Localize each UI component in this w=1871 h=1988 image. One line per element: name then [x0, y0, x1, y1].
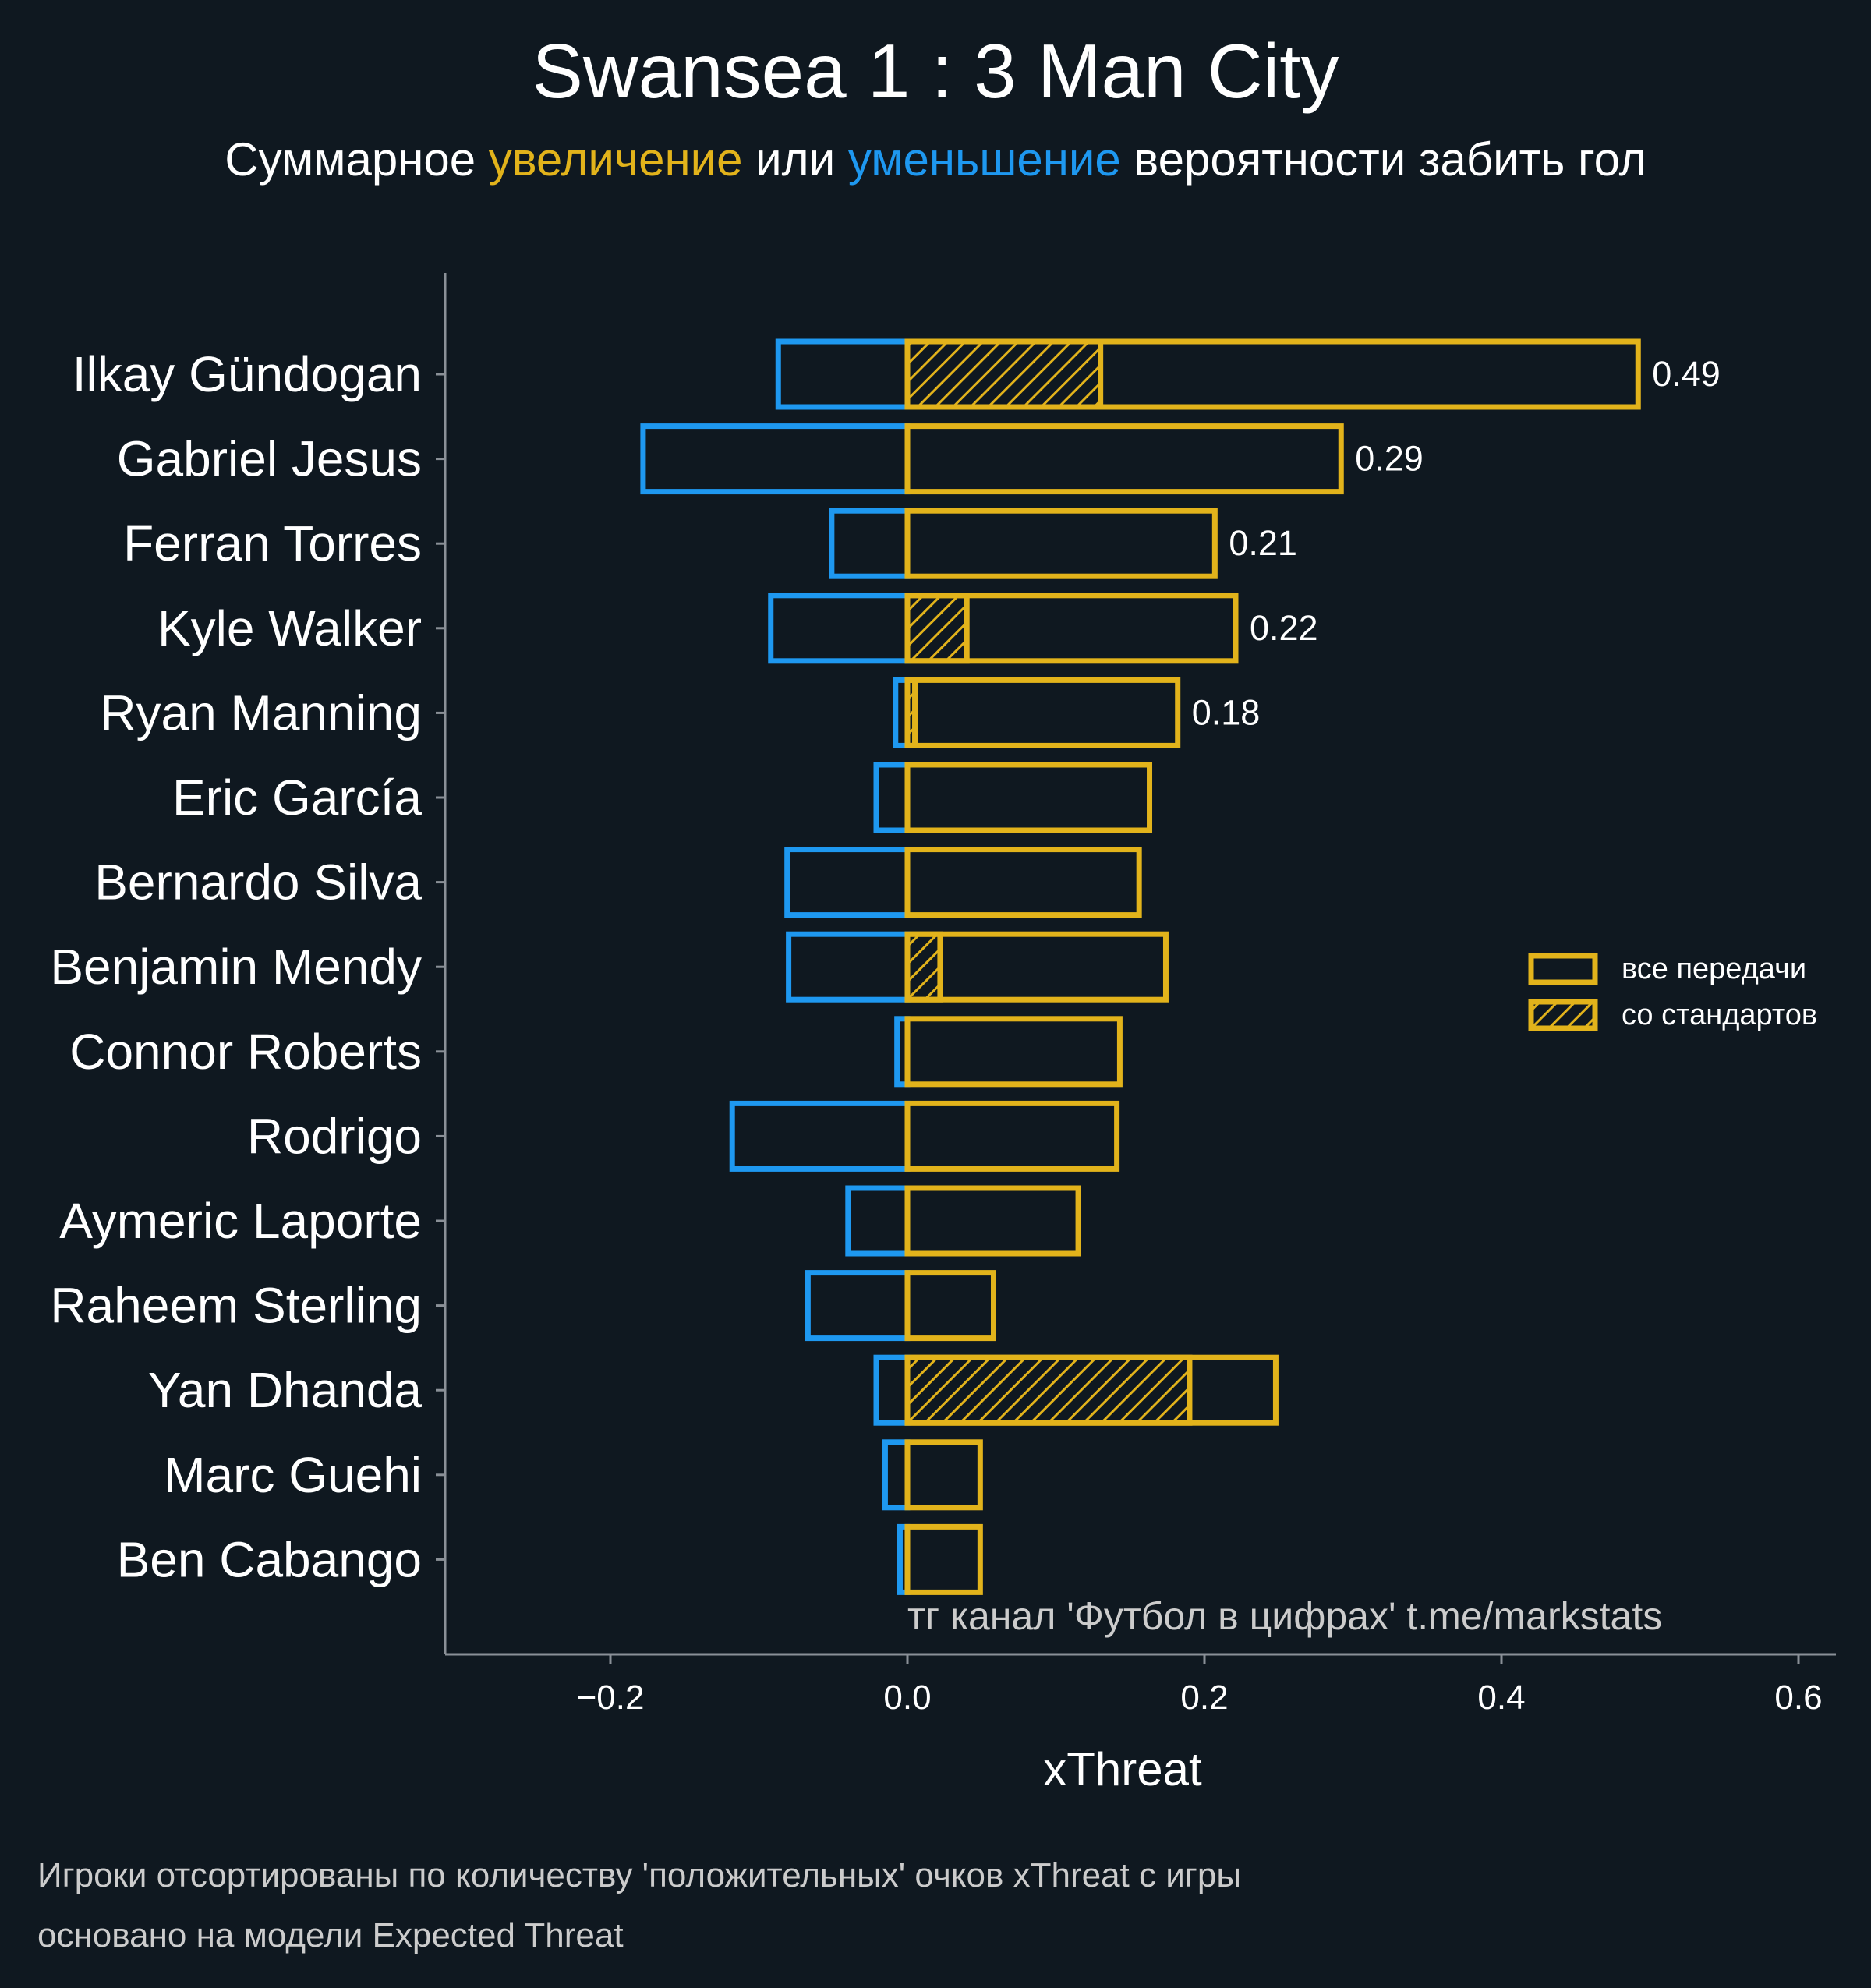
bar-row	[897, 1523, 983, 1595]
y-tick-label: Yan Dhanda	[148, 1362, 423, 1418]
axes: Ilkay Gündogan Gabriel Jesus Ferran Torres…	[50, 273, 1836, 1717]
bar-positive	[904, 508, 1218, 579]
legend-swatch-all	[1528, 953, 1598, 985]
bar-positive	[904, 1100, 1120, 1172]
bar-row	[873, 762, 1153, 833]
y-tick-label: Ryan Manning	[100, 684, 422, 741]
bar-row	[894, 1016, 1123, 1088]
legend-swatch-setpieces	[1528, 999, 1598, 1031]
bar-positive	[904, 1523, 983, 1595]
bar-positive	[904, 338, 1641, 410]
data-label: 0.21	[1229, 523, 1297, 563]
bar-positive	[904, 931, 1169, 1003]
legend: все передачи со стандартов	[1528, 953, 1817, 1031]
subtitle-part5: вероятности забить гол	[1121, 133, 1646, 186]
bar-setpieces	[904, 338, 1104, 410]
bar-positive	[904, 677, 1181, 748]
chart-subtitle: Суммарное увеличение или уменьшение веро…	[225, 133, 1646, 186]
subtitle-part1: Суммарное	[225, 133, 488, 186]
bar-row	[784, 847, 1142, 918]
watermark: тг канал 'Футбол в цифрах' t.me/markstat…	[907, 1594, 1662, 1638]
bar-setpieces	[904, 1354, 1193, 1426]
y-tick-label: Rodrigo	[247, 1108, 422, 1164]
bar-setpieces	[904, 931, 943, 1003]
subtitle-increase: увеличение	[489, 133, 743, 186]
y-tick-label: Connor Roberts	[69, 1024, 422, 1080]
bar-setpieces	[904, 593, 970, 664]
y-tick-label: Ben Cabango	[117, 1531, 422, 1587]
chart-title: Swansea 1 : 3 Man City	[532, 28, 1339, 114]
footnote-1: Игроки отсортированы по количеству 'поло…	[37, 1856, 1241, 1894]
bar-positive	[904, 762, 1153, 833]
bars: 0.49 0.29 0.21 0.22 0.18	[640, 338, 1721, 1595]
bar-row: 0.21	[829, 508, 1297, 579]
bar-positive	[904, 1354, 1279, 1426]
y-tick-label: Eric García	[172, 769, 422, 826]
footnote-2: основано на модели Expected Threat	[37, 1916, 624, 1954]
x-tick-label: −0.2	[577, 1678, 645, 1717]
bar-positive	[904, 1439, 983, 1511]
bar-row	[882, 1439, 983, 1511]
data-label: 0.29	[1355, 439, 1424, 479]
bar-row: 0.18	[893, 677, 1261, 748]
bar-positive	[904, 847, 1142, 918]
y-tick-label: Benjamin Mendy	[50, 939, 422, 995]
bar-row	[845, 1185, 1081, 1257]
x-tick-label: 0.6	[1774, 1678, 1822, 1717]
data-label: 0.18	[1192, 692, 1261, 732]
bar-positive	[904, 593, 1239, 664]
legend-label-all: все передачи	[1622, 953, 1806, 985]
y-tick-label: Ilkay Gündogan	[73, 346, 422, 402]
bar-row: 0.29	[640, 423, 1424, 495]
y-tick-label: Marc Guehi	[164, 1447, 422, 1503]
subtitle-decrease: уменьшение	[848, 133, 1121, 186]
bar-row	[786, 931, 1169, 1003]
bar-row: 0.22	[768, 593, 1318, 664]
bar-row: 0.49	[775, 338, 1721, 410]
bar-row	[729, 1100, 1120, 1172]
x-tick-label: 0.0	[883, 1678, 931, 1717]
y-tick-label: Aymeric Laporte	[59, 1193, 422, 1249]
y-tick-label: Raheem Sterling	[50, 1278, 422, 1334]
x-axis-label: xThreat	[1043, 1743, 1202, 1795]
y-tick-label: Ferran Torres	[123, 515, 422, 571]
x-tick-label: 0.4	[1477, 1678, 1525, 1717]
bar-positive	[904, 1185, 1081, 1257]
bar-positive	[904, 1016, 1123, 1088]
bar-positive	[904, 423, 1344, 495]
data-label: 0.22	[1250, 608, 1318, 648]
bar-row	[873, 1354, 1279, 1426]
bar-row	[805, 1270, 996, 1342]
y-tick-label: Bernardo Silva	[94, 854, 422, 911]
y-tick-label: Gabriel Jesus	[117, 431, 422, 487]
bar-positive	[904, 1270, 996, 1342]
subtitle-part3: или	[743, 133, 848, 186]
y-tick-label: Kyle Walker	[157, 600, 422, 656]
data-label: 0.49	[1652, 354, 1721, 394]
legend-label-setpieces: со стандартов	[1622, 999, 1817, 1031]
x-tick-label: 0.2	[1180, 1678, 1228, 1717]
